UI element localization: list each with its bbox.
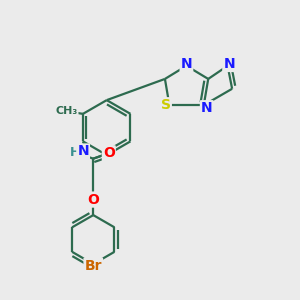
- Text: N: N: [223, 57, 235, 71]
- Text: O: O: [103, 146, 115, 160]
- Text: CH₃: CH₃: [56, 106, 78, 116]
- Text: N: N: [181, 57, 192, 71]
- Text: N: N: [77, 145, 89, 158]
- Text: O: O: [87, 193, 99, 207]
- Text: Br: Br: [85, 259, 102, 273]
- Text: H: H: [70, 146, 80, 159]
- Text: N: N: [201, 101, 212, 115]
- Text: S: S: [161, 98, 171, 112]
